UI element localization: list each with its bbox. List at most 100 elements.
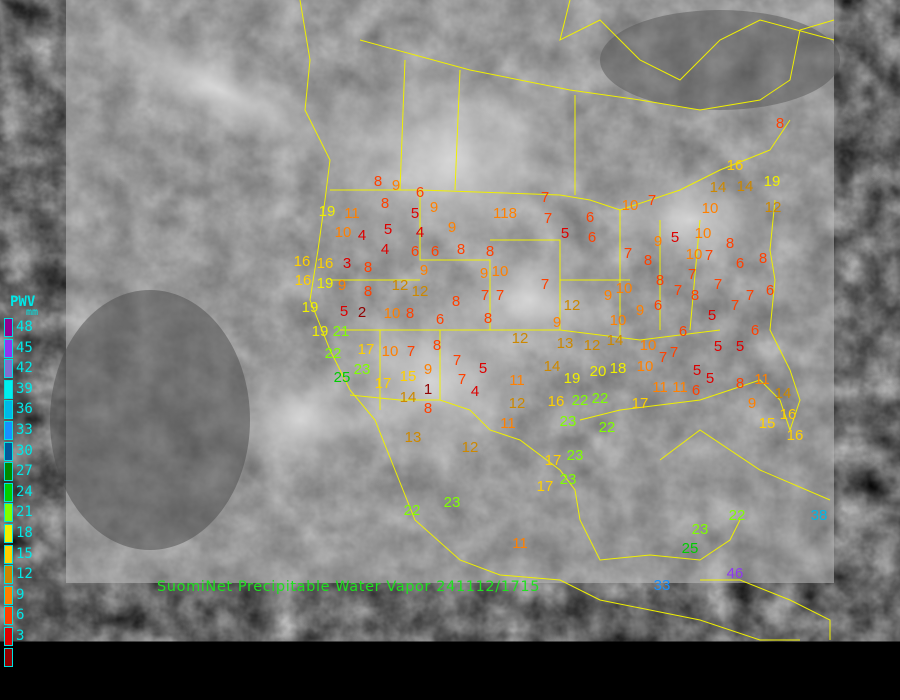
station-pwv-value: 7: [624, 245, 632, 262]
legend-swatch: [4, 647, 13, 667]
station-pwv-value: 5: [693, 362, 701, 379]
legend-label: 6: [16, 607, 25, 624]
station-pwv-value: 14: [400, 389, 417, 406]
station-pwv-value: 10: [335, 224, 352, 241]
legend-swatch: [4, 359, 13, 379]
station-pwv-value: 16: [787, 427, 804, 444]
station-pwv-value: 5: [714, 338, 722, 355]
legend-label: 30: [16, 442, 33, 459]
station-pwv-value: 12: [509, 395, 526, 412]
station-pwv-value: 11: [500, 415, 516, 432]
legend-label: 39: [16, 380, 33, 397]
legend-label: 36: [16, 401, 33, 418]
station-pwv-value: 12: [564, 297, 581, 314]
station-pwv-value: 6: [692, 382, 700, 399]
station-pwv-value: 8: [736, 375, 744, 392]
station-pwv-value: 17: [545, 452, 562, 469]
station-pwv-value: 9: [392, 177, 400, 194]
station-pwv-value: 10: [384, 305, 401, 322]
station-pwv-value: 23: [444, 494, 461, 511]
station-pwv-value: 16: [727, 157, 744, 174]
station-pwv-value: 9: [604, 287, 612, 304]
station-pwv-value: 18: [610, 360, 627, 377]
station-pwv-value: 8: [374, 173, 382, 190]
legend-header: PWV: [10, 294, 36, 310]
station-pwv-value: 1: [424, 381, 432, 398]
station-pwv-value: 6: [586, 209, 594, 226]
station-pwv-value: 12: [412, 283, 429, 300]
station-pwv-value: 5: [708, 307, 716, 324]
station-pwv-value: 10: [622, 197, 639, 214]
station-pwv-value: 7: [688, 266, 696, 283]
station-pwv-value: 9: [748, 395, 756, 412]
station-pwv-value: 9: [338, 277, 346, 294]
station-pwv-value: 8: [381, 195, 389, 212]
station-pwv-value: 10: [637, 358, 654, 375]
legend-label: 18: [16, 525, 33, 541]
station-pwv-value: 4: [358, 227, 366, 244]
station-pwv-value: 9: [636, 302, 644, 319]
station-pwv-value: 5: [671, 229, 679, 246]
station-pwv-value: 33: [654, 577, 671, 594]
station-pwv-value: 7: [541, 276, 549, 293]
station-pwv-value: 10: [616, 280, 633, 297]
station-pwv-value: 16: [294, 253, 311, 270]
station-pwv-value: 5: [561, 225, 569, 242]
station-pwv-value: 11: [652, 379, 668, 396]
station-pwv-value: 8: [433, 337, 441, 354]
station-pwv-value: 6: [736, 255, 744, 272]
station-pwv-value: 16: [317, 255, 334, 272]
station-pwv-value: 14: [775, 385, 792, 402]
station-pwv-value: 10: [492, 263, 509, 280]
station-pwv-value: 10: [695, 225, 712, 242]
station-pwv-value: 22: [729, 507, 746, 524]
legend-swatch: [4, 318, 13, 337]
station-pwv-value: 6: [436, 311, 444, 328]
legend-label: 27: [16, 463, 33, 480]
station-pwv-value: 4: [416, 224, 424, 241]
station-pwv-value: 25: [682, 540, 699, 557]
legend-swatch: [4, 503, 13, 523]
station-pwv-value: 8: [776, 115, 784, 132]
station-pwv-value: 5: [736, 338, 744, 355]
station-pwv-value: 16: [548, 393, 565, 410]
station-pwv-value: 8: [644, 252, 652, 269]
station-pwv-value: 16: [780, 406, 797, 423]
station-pwv-value: 7: [544, 210, 552, 227]
station-pwv-value: 5: [340, 303, 348, 320]
station-pwv-value: 46: [727, 565, 744, 582]
station-pwv-value: 11: [754, 371, 770, 388]
station-pwv-value: 6: [654, 297, 662, 314]
station-pwv-value: 6: [431, 243, 439, 260]
station-pwv-value: 5: [706, 370, 714, 387]
legend-label: 21: [16, 504, 33, 521]
station-pwv-value: 22: [572, 392, 589, 409]
station-pwv-value: 14: [710, 179, 727, 196]
legend-swatch: [4, 524, 13, 543]
station-pwv-value: 6: [588, 229, 596, 246]
station-pwv-value: 23: [692, 521, 709, 538]
legend-swatch: [4, 606, 13, 626]
station-pwv-value: 14: [737, 178, 754, 195]
station-pwv-value: 38: [811, 507, 828, 524]
station-pwv-value: 14: [544, 358, 561, 375]
station-pwv-value: 5: [384, 221, 392, 238]
station-pwv-value: 23: [354, 361, 371, 378]
station-pwv-value: 22: [404, 502, 421, 519]
legend-label: 48: [16, 319, 33, 335]
map-title: SuomiNet Precipitable Water Vapor 241112…: [157, 579, 541, 595]
station-pwv-value: 7: [458, 371, 466, 388]
station-pwv-value: 13: [405, 429, 422, 446]
legend-swatch: [4, 627, 13, 646]
station-pwv-value: 10: [610, 312, 627, 329]
station-pwv-value: 8: [457, 241, 465, 258]
legend-label: 45: [16, 339, 33, 356]
legend-swatch: [4, 379, 13, 399]
station-pwv-value: 17: [632, 395, 649, 412]
station-pwv-value: 19: [317, 275, 334, 292]
boundaries: [299, 0, 835, 641]
station-pwv-value: 3: [343, 255, 351, 272]
station-pwv-value: 8: [364, 259, 372, 276]
station-pwv-value: 7: [481, 287, 489, 304]
station-pwv-value: 22: [325, 345, 342, 362]
